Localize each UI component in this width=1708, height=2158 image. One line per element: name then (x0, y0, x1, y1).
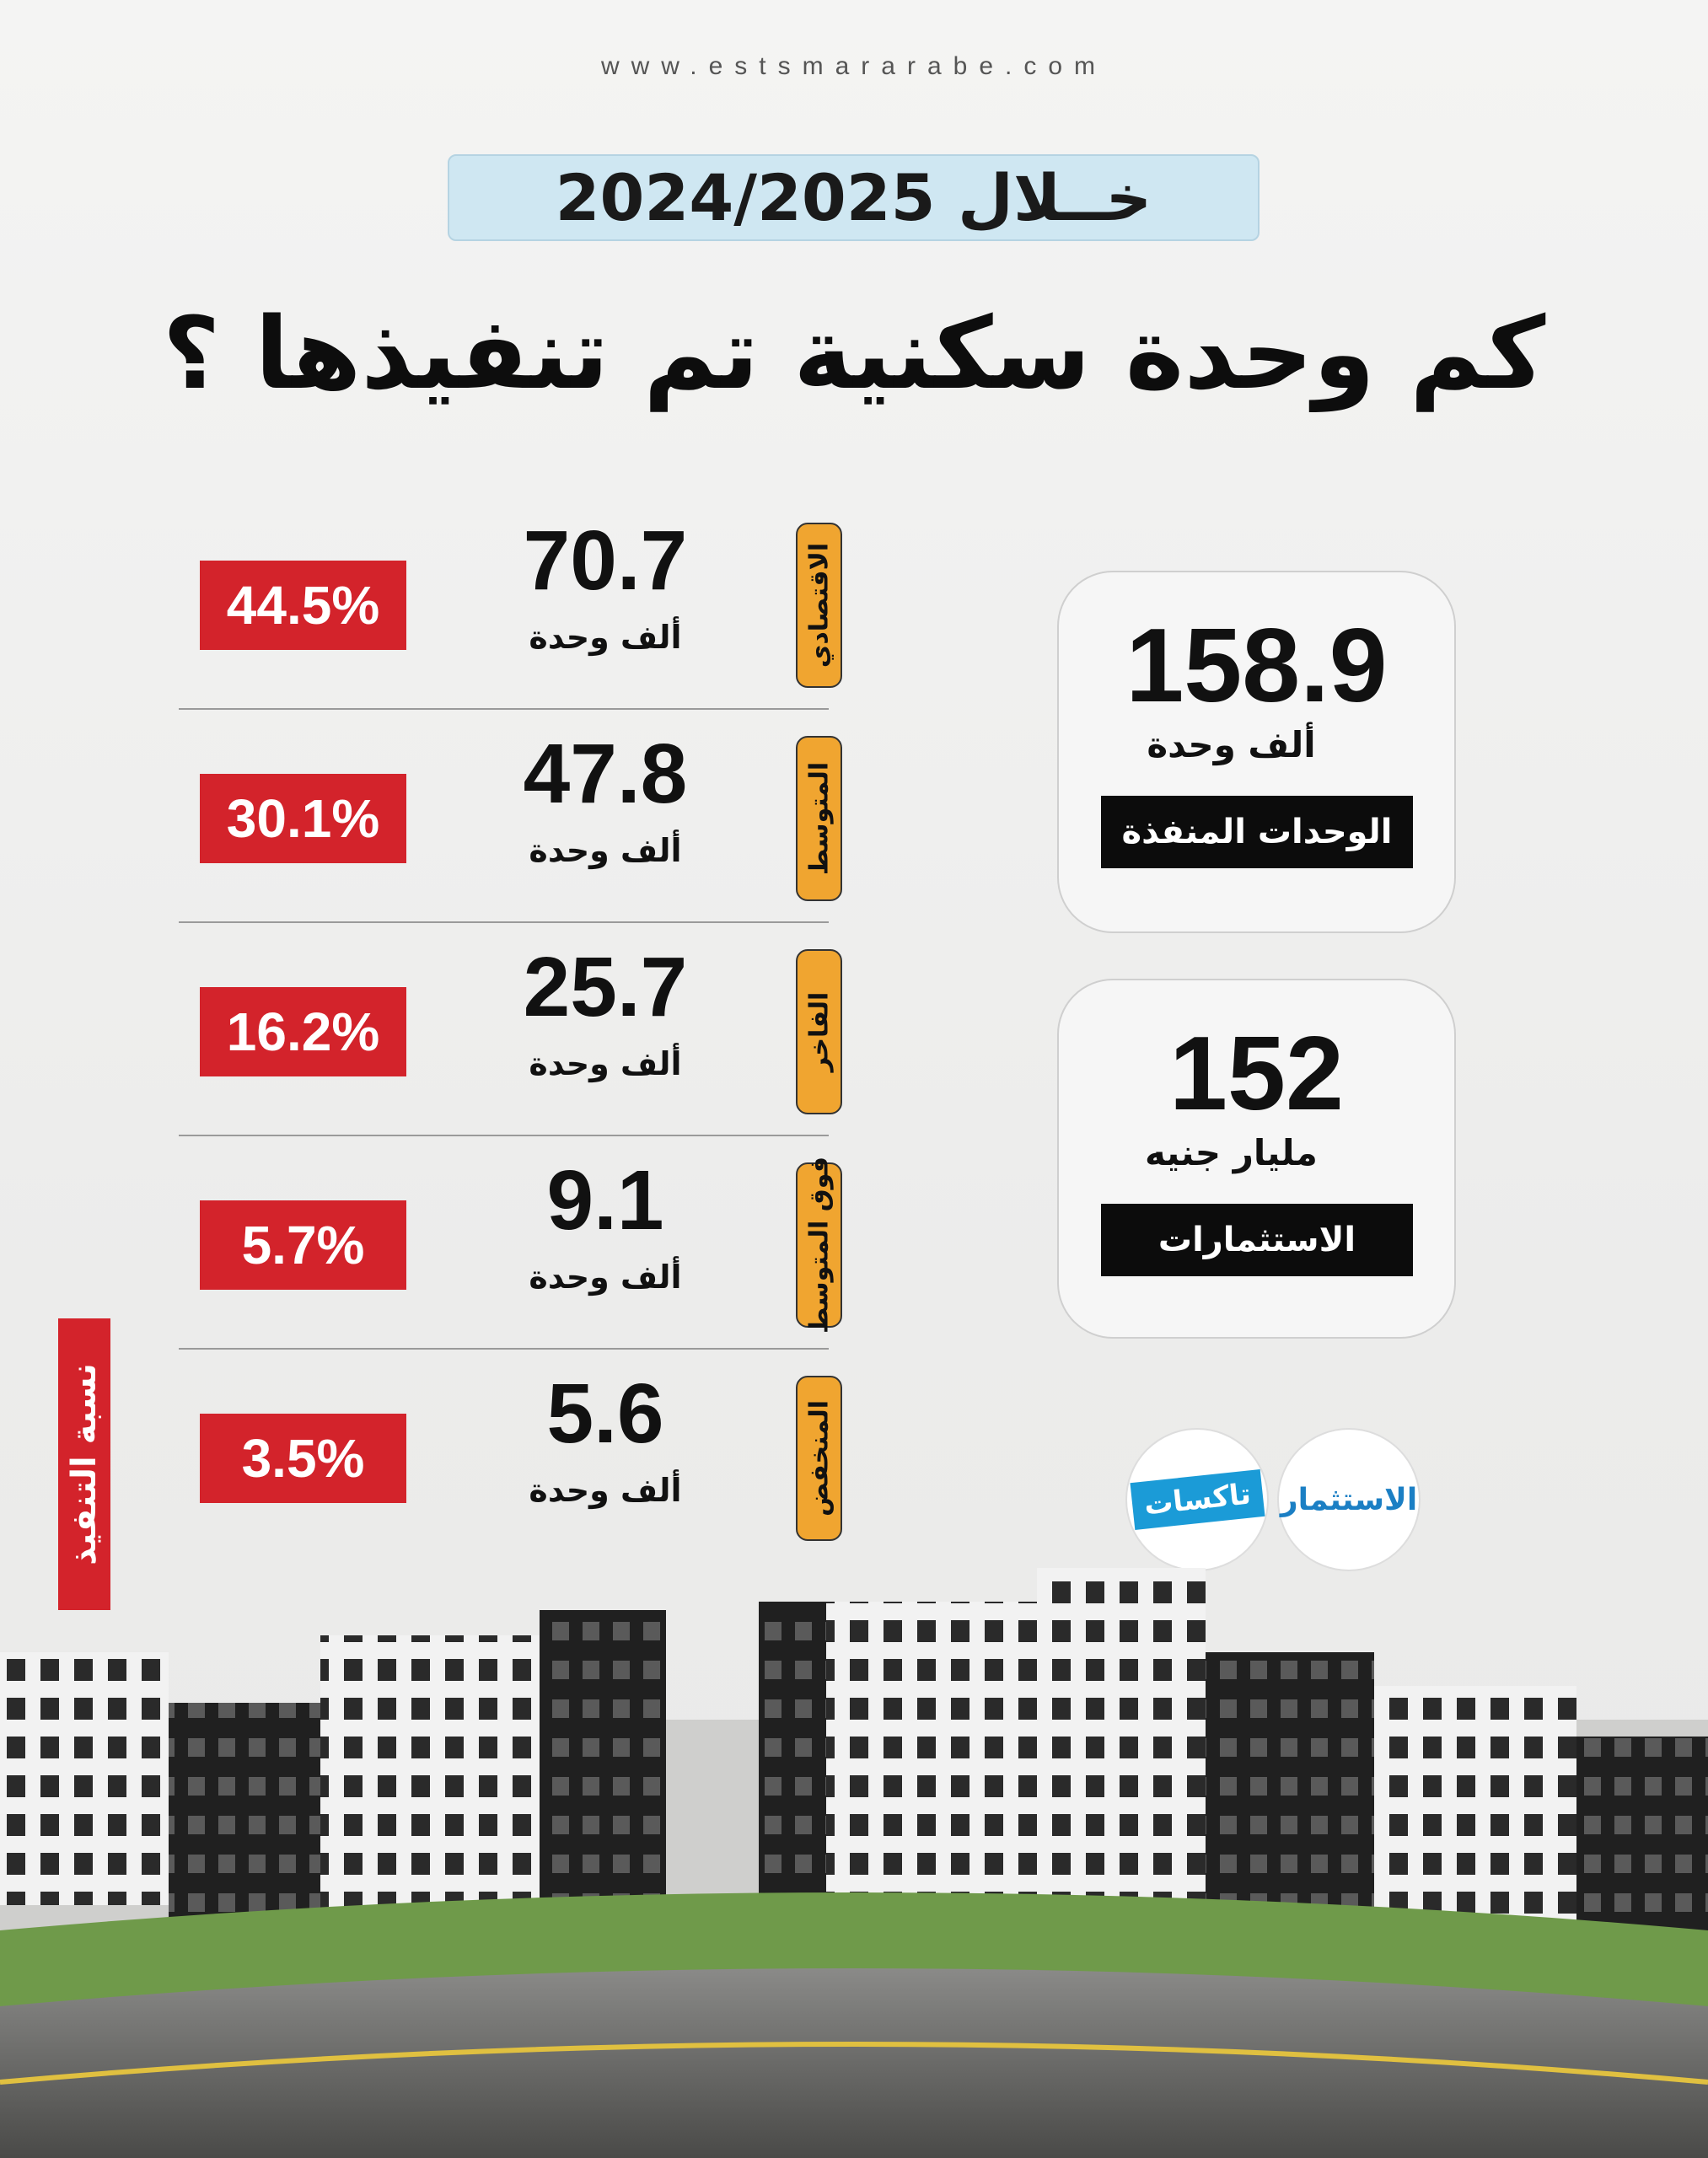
separator (179, 1348, 829, 1350)
summary-unit: مليار جنيه (1145, 1132, 1318, 1173)
category-pill: المنخفض (796, 1376, 842, 1541)
logo-text: تاكسات (1130, 1469, 1265, 1530)
category-name: فوق المتوسط (804, 1156, 834, 1334)
unit-label: ألف وحدة (529, 1472, 682, 1509)
logo: الاستثمار (1277, 1428, 1421, 1571)
unit-label: ألف وحدة (529, 1259, 682, 1296)
website: www.estsmararabe.com (600, 52, 1108, 80)
category-name: الفاخر (804, 991, 834, 1072)
unit-count: 47.8 (523, 727, 688, 821)
unit-label: ألف وحدة (529, 619, 682, 656)
side-label-box: نسبة التنفيذ (58, 1318, 110, 1610)
category-name: المنخفض (804, 1399, 834, 1517)
category-pill: الاقتصادي (796, 523, 842, 688)
share-box: 30.1% (200, 774, 406, 863)
summary-label: الاستثمارات (1101, 1204, 1413, 1276)
summary-value: 158.9 (1125, 608, 1388, 724)
category-pill: الفاخر (796, 949, 842, 1114)
separator (179, 708, 829, 710)
period-banner: خــلال 2024/2025 (448, 154, 1260, 241)
summary-card: 158.9 ألف وحدة الوحدات المنفذة (1057, 571, 1456, 933)
summary-label: الوحدات المنفذة (1101, 796, 1413, 868)
unit-count: 25.7 (523, 940, 688, 1034)
headline: كم وحدة سكنية تم تنفيذها ؟ (162, 295, 1546, 411)
share-box: 16.2% (200, 987, 406, 1076)
unit-count: 5.6 (546, 1366, 664, 1461)
logo-text: الاستثمار (1280, 1482, 1418, 1517)
category-name: المتوسط (804, 761, 834, 876)
share-box: 5.7% (200, 1200, 406, 1290)
unit-label: ألف وحدة (529, 832, 682, 869)
category-name: الاقتصادي (804, 542, 834, 668)
unit-label: ألف وحدة (529, 1045, 682, 1082)
share-box: 3.5% (200, 1414, 406, 1503)
share-box: 44.5% (200, 561, 406, 650)
summary-unit: ألف وحدة (1147, 724, 1316, 765)
category-pill: فوق المتوسط (796, 1157, 842, 1334)
unit-count: 70.7 (523, 513, 688, 608)
buildings-photo (0, 1568, 1708, 2158)
summary-value: 152 (1169, 1016, 1344, 1132)
category-pill: المتوسط (796, 736, 842, 901)
separator (179, 921, 829, 923)
separator (179, 1135, 829, 1136)
unit-count: 9.1 (546, 1153, 664, 1248)
summary-card: 152 مليار جنيه الاستثمارات (1057, 979, 1456, 1339)
